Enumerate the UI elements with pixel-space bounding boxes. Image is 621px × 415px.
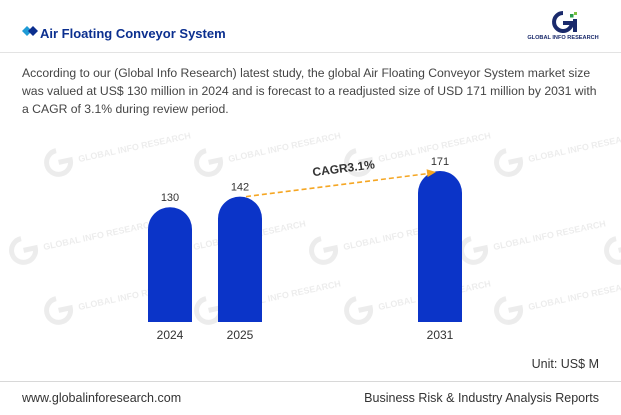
watermark: GLOBAL INFO RESEARCH [194,278,342,325]
bar-2024 [148,207,192,322]
cagr-arrow-head [426,169,436,178]
logo-text: GLOBAL INFO RESEARCH [527,35,599,41]
cagr-arrow-line [245,172,431,198]
watermark: GLOBAL INFO RESEARCH [604,236,621,265]
footer: www.globalinforesearch.com Business Risk… [0,381,621,415]
watermark: GLOBAL INFO RESEARCH [494,278,621,325]
value-label-2031: 171 [431,156,449,168]
svg-text:GLOBAL INFO RESEARCH: GLOBAL INFO RESEARCH [527,278,621,312]
watermark: GLOBAL INFO RESEARCH [494,130,621,177]
svg-text:GLOBAL INFO RESEARCH: GLOBAL INFO RESEARCH [42,218,156,252]
double-diamond-icon [22,26,38,36]
website-link[interactable]: www.globalinforesearch.com [22,391,182,405]
page-title: Air Floating Conveyor System [40,26,226,41]
svg-text:GLOBAL INFO RESEARCH: GLOBAL INFO RESEARCH [527,130,621,164]
svg-text:GLOBAL INFO RESEARCH: GLOBAL INFO RESEARCH [492,218,606,252]
watermark: GLOBAL INFO RESEARCH [459,218,607,265]
watermark: GLOBAL INFO RESEARCH [44,130,192,177]
category-label-2031: 2031 [427,328,454,342]
cagr-annotation: CAGR3.1% [312,157,376,179]
svg-text:GLOBAL INFO RESEARCH: GLOBAL INFO RESEARCH [227,130,341,164]
bar-2025 [218,196,262,322]
bar-2031 [418,171,462,322]
description: According to our (Global Info Research) … [22,66,597,116]
value-label-2024: 130 [161,192,179,204]
unit-label: Unit: US$ M [531,357,599,371]
value-label-2025: 142 [231,182,249,194]
category-label-2025: 2025 [227,328,254,342]
svg-text:GLOBAL INFO RESEARCH: GLOBAL INFO RESEARCH [77,130,191,164]
category-label-2024: 2024 [157,328,184,342]
footer-tagline: Business Risk & Industry Analysis Report… [364,391,599,405]
gi-logo-icon [552,11,577,33]
watermark: GLOBAL INFO RESEARCH [9,218,157,265]
header: Air Floating Conveyor System GLOBAL INFO… [0,0,621,53]
logo: GLOBAL INFO RESEARCH [524,10,602,44]
bar-chart: GLOBAL INFO RESEARCH GLOBAL INFO RESEARCH… [9,130,621,342]
